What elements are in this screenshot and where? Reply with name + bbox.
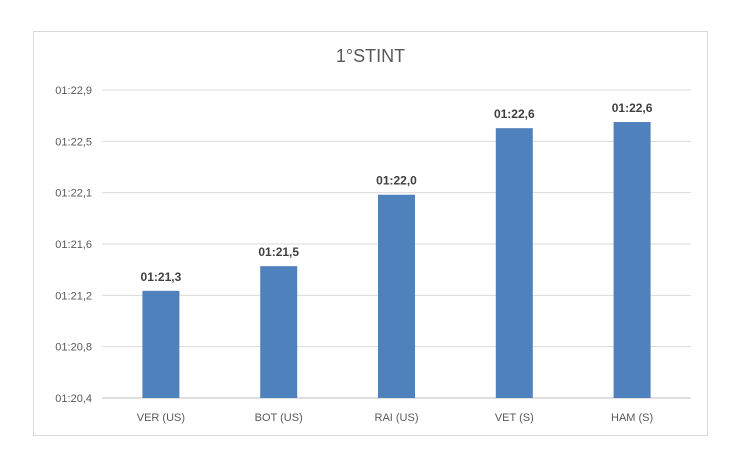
data-label: 01:21,3 (141, 270, 182, 284)
data-label: 01:21,5 (258, 245, 299, 259)
data-label: 01:22,6 (494, 107, 535, 121)
y-tick-label: 01:20,4 (55, 393, 92, 405)
y-tick-label: 01:21,2 (55, 290, 92, 302)
x-tick-label: HAM (S) (611, 412, 653, 424)
x-tick-label: RAI (US) (375, 412, 419, 424)
bar (378, 194, 415, 398)
bar-chart: 01:20,4 01:20,8 01:21,2 01:21,6 01:22,1 01:22… (55, 85, 691, 424)
x-tick-label: VET (S) (495, 412, 534, 424)
x-tick-label: VER (US) (137, 412, 185, 424)
bar (613, 122, 651, 399)
data-label: 01:22,6 (612, 101, 653, 115)
data-label: 01:22,0 (376, 174, 417, 188)
bar (260, 266, 298, 398)
chart-title: 1°STINT (335, 46, 406, 66)
chart-frame: 1°STINT 01:20,4 01:20,8 01:21,2 01:21,6 01:2… (33, 31, 708, 436)
y-tick-label: 01:22,9 (55, 85, 92, 97)
y-tick-label: 01:22,5 (55, 136, 92, 148)
bar (495, 128, 533, 398)
y-tick-label: 01:20,8 (55, 342, 92, 354)
y-tick-label: 01:22,1 (55, 188, 92, 200)
y-tick-label: 01:21,6 (55, 239, 92, 251)
x-tick-label: BOT (US) (255, 412, 303, 424)
bar (142, 290, 180, 398)
